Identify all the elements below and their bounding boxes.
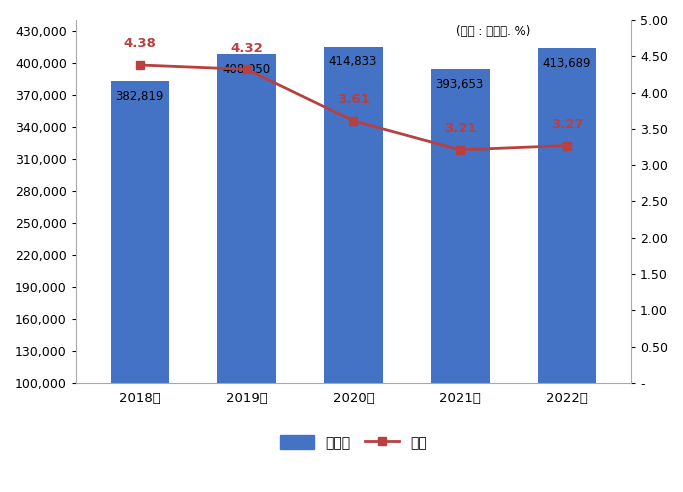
Text: 382,819: 382,819 [115, 90, 164, 102]
Text: 408,050: 408,050 [222, 62, 270, 76]
Text: 414,833: 414,833 [329, 56, 377, 68]
Bar [538, 48, 596, 490]
Text: 3.61: 3.61 [337, 93, 370, 106]
Bar [324, 47, 382, 490]
Bar [431, 69, 490, 490]
Text: 393,653: 393,653 [436, 78, 484, 91]
Text: 4.38: 4.38 [124, 37, 156, 51]
Bar [111, 81, 169, 490]
Text: 413,689: 413,689 [542, 57, 591, 69]
Legend: 인건비, 비율: 인건비, 비율 [274, 430, 433, 456]
Text: (단위 : 백만원. %): (단위 : 백만원. %) [456, 26, 531, 38]
Text: 3.21: 3.21 [444, 123, 477, 135]
Bar [217, 54, 276, 490]
Text: 3.27: 3.27 [550, 118, 583, 131]
Text: 4.32: 4.32 [230, 42, 263, 55]
